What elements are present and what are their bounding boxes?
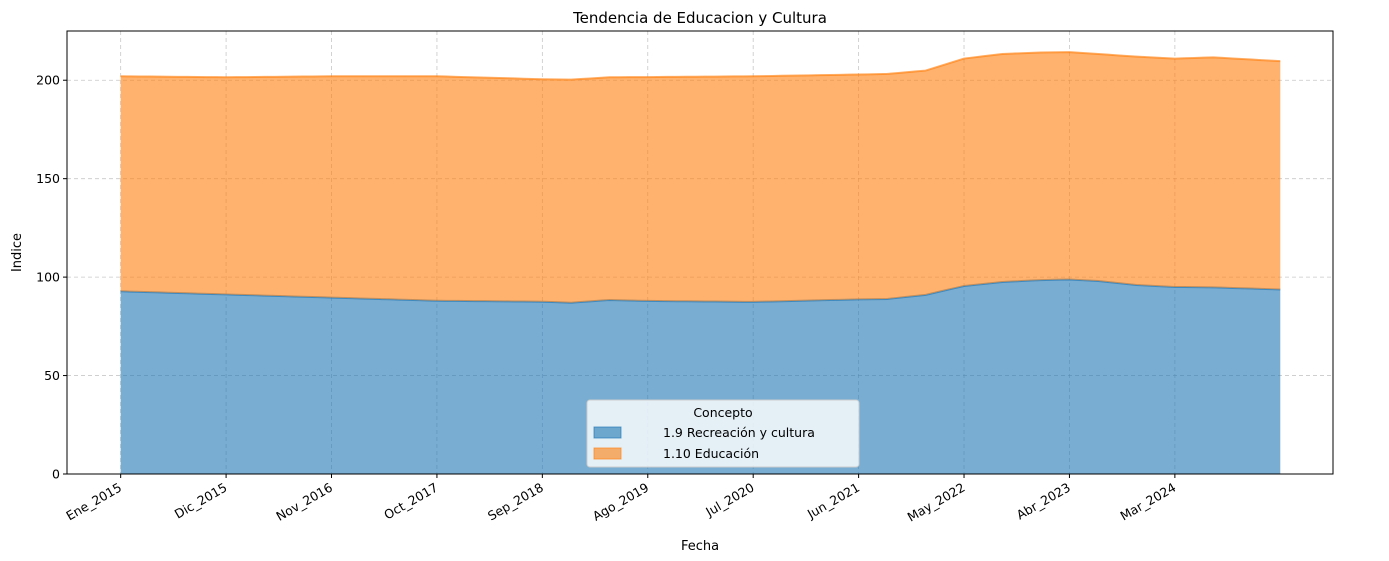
y-tick-label: 150 [36,171,60,186]
x-tick-label: Abr_2023 [1014,480,1073,523]
legend-swatch-recreacion [593,426,622,439]
x-tick-label: Oct_2017 [381,480,440,523]
x-tick-label: Dic_2015 [172,480,230,522]
x-tick-label: Ene_2015 [63,480,124,524]
area-educacion [120,52,1281,303]
y-tick-label: 200 [36,73,60,88]
legend-label-educacion: 1.10 Educación [663,446,759,461]
x-axis-label: Fecha [681,539,719,554]
x-tick-label: May_2022 [905,480,968,525]
area-edge-educacion [120,51,1281,81]
area-recreacion [120,279,1281,474]
x-tick-label: Jun_2021 [804,480,862,522]
y-axis-label: Indice [10,233,25,272]
x-tick-label: Nov_2016 [273,480,335,524]
chart-title: Tendencia de Educacion y Cultura [572,9,827,27]
x-tick-label: Sep_2018 [485,480,546,524]
y-tick-label: 0 [52,467,60,482]
x-tick-label: Ago_2019 [590,480,651,524]
legend-label-recreacion: 1.9 Recreación y cultura [663,425,815,440]
area-edge-recreacion [120,278,1281,304]
x-tick-label: Mar_2024 [1117,480,1178,524]
x-tick-label: Jul_2020 [702,480,756,520]
legend: Concepto 1.9 Recreación y cultura 1.10 E… [586,399,860,468]
legend-box [586,399,860,468]
legend-swatch-educacion [593,447,622,460]
area-series [120,51,1281,474]
legend-title: Concepto [693,405,752,420]
plot-frame [66,30,1334,475]
y-tick-label: 100 [36,270,60,285]
y-tick-label: 50 [44,368,60,383]
